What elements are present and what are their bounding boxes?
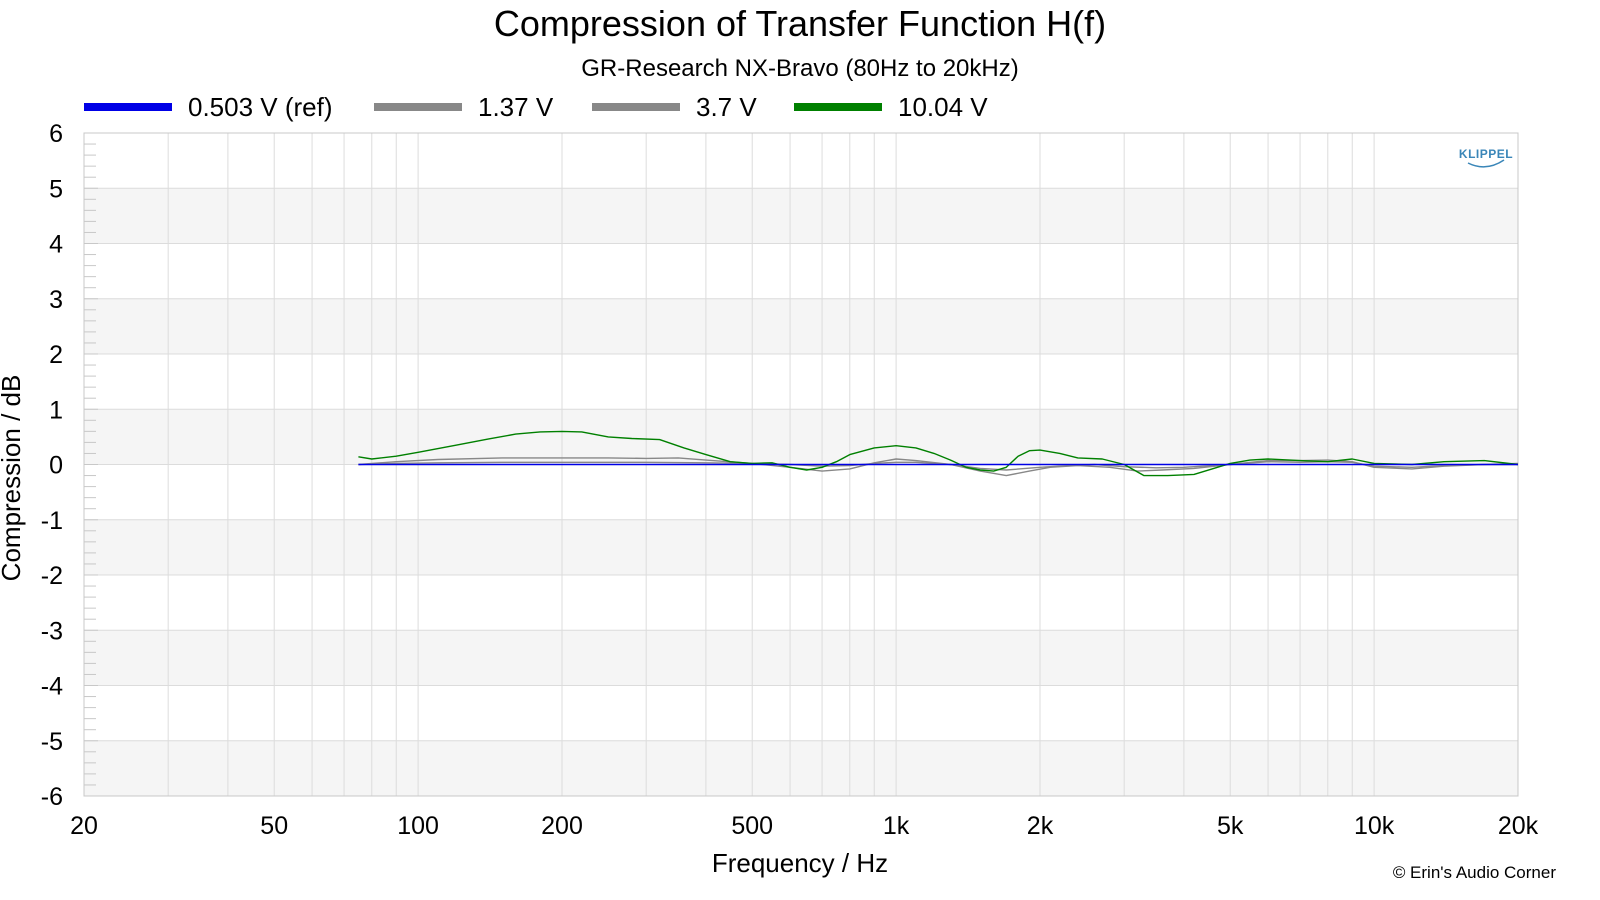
y-tick-label: 4 <box>49 231 63 259</box>
legend-swatch <box>374 103 462 111</box>
legend-label: 1.37 V <box>478 92 554 122</box>
plot-band <box>84 354 1518 410</box>
legend-swatch <box>794 103 882 111</box>
legend-swatch <box>84 103 172 111</box>
series-line-2 <box>358 457 1519 477</box>
minor-tick-marks <box>84 132 98 797</box>
x-tick-label: 500 <box>731 812 773 840</box>
x-tick-label: 100 <box>397 812 439 840</box>
plot-band <box>84 630 1518 686</box>
y-tick-label: -6 <box>41 783 63 811</box>
x-tick-label: 1k <box>883 812 910 840</box>
y-tick-label: 0 <box>49 452 63 480</box>
series-lines <box>358 430 1519 477</box>
y-tick-label: 2 <box>49 341 63 369</box>
y-tick-label: -4 <box>41 673 63 701</box>
x-tick-label: 50 <box>260 812 288 840</box>
y-tick-label: 1 <box>49 396 63 424</box>
plot-band <box>84 685 1518 741</box>
plot-band <box>84 409 1518 465</box>
y-tick-label: 6 <box>49 120 63 148</box>
plot-background <box>84 133 1518 796</box>
legend-label: 0.503 V (ref) <box>188 92 333 122</box>
x-tick-label: 20 <box>70 812 98 840</box>
y-tick-label: -1 <box>41 507 63 535</box>
chart-title: Compression of Transfer Function H(f) <box>494 3 1106 44</box>
x-tick-label: 10k <box>1354 812 1395 840</box>
x-axis-ticks: 20 50 100 200 500 1k 2k 5k 10k 20k <box>70 812 1539 840</box>
y-tick-label: -5 <box>41 728 63 756</box>
y-tick-label: 3 <box>49 286 63 314</box>
x-tick-label: 2k <box>1027 812 1054 840</box>
x-tick-label: 5k <box>1217 812 1244 840</box>
plot-band <box>84 298 1518 354</box>
plot-band <box>84 133 1518 189</box>
x-tick-label: 20k <box>1498 812 1539 840</box>
credit-text: © Erin's Audio Corner <box>1393 863 1557 882</box>
plot-band <box>84 188 1518 244</box>
plot-band <box>84 243 1518 299</box>
legend-label: 3.7 V <box>696 92 757 122</box>
chart-subtitle: GR-Research NX-Bravo (80Hz to 20kHz) <box>581 55 1018 82</box>
klippel-logo: KLIPPEL <box>1459 147 1513 168</box>
y-axis-ticks: 6 5 4 3 2 1 0 -1 -2 -3 -4 -5 -6 <box>41 120 63 811</box>
plot-band <box>84 464 1518 520</box>
series-line-3 <box>358 430 1519 477</box>
y-tick-label: -2 <box>41 562 63 590</box>
x-axis-label: Frequency / Hz <box>712 848 888 878</box>
plot-band <box>84 575 1518 631</box>
series-line-1 <box>358 461 1518 471</box>
klippel-logo-text: KLIPPEL <box>1459 147 1513 161</box>
y-axis-label: Compression / dB <box>0 375 26 582</box>
legend-label: 10.04 V <box>898 92 988 122</box>
legend-swatch <box>592 103 680 111</box>
plot-band <box>84 740 1518 796</box>
y-tick-label: -3 <box>41 617 63 645</box>
klippel-logo-swoosh <box>1467 159 1505 168</box>
plot-band <box>84 519 1518 575</box>
y-tick-label: 5 <box>49 175 63 203</box>
legend: 0.503 V (ref) 1.37 V 3.7 V 10.04 V <box>84 92 988 122</box>
x-tick-label: 200 <box>541 812 583 840</box>
